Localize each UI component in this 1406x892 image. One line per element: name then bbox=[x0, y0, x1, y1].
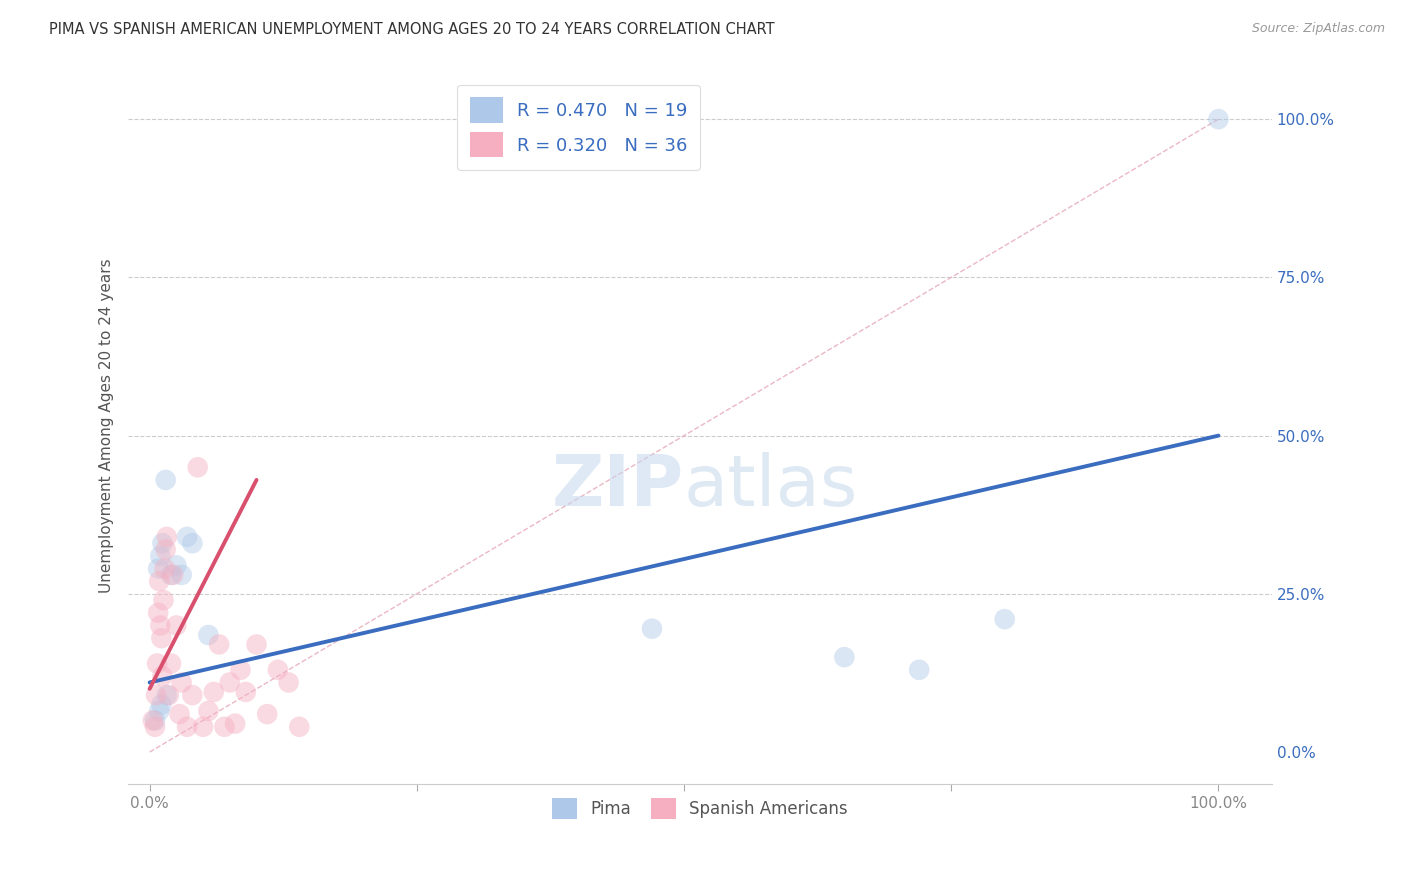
Point bbox=[170, 567, 193, 582]
Point bbox=[156, 530, 179, 544]
Point bbox=[148, 606, 170, 620]
Point bbox=[235, 685, 257, 699]
Point bbox=[143, 720, 166, 734]
Point bbox=[208, 638, 231, 652]
Point bbox=[181, 688, 204, 702]
Point bbox=[160, 567, 183, 582]
Text: atlas: atlas bbox=[685, 451, 859, 521]
Point bbox=[197, 704, 219, 718]
Point bbox=[152, 536, 174, 550]
Point bbox=[267, 663, 290, 677]
Point bbox=[155, 473, 177, 487]
Point bbox=[149, 618, 172, 632]
Point bbox=[145, 688, 167, 702]
Point bbox=[169, 707, 191, 722]
Point bbox=[165, 618, 187, 632]
Point bbox=[202, 685, 225, 699]
Point bbox=[834, 650, 856, 665]
Point bbox=[197, 628, 219, 642]
Point bbox=[150, 698, 173, 712]
Point bbox=[149, 549, 172, 563]
Point bbox=[229, 663, 252, 677]
Point bbox=[176, 530, 198, 544]
Point bbox=[994, 612, 1017, 626]
Point bbox=[150, 631, 173, 645]
Point bbox=[224, 716, 246, 731]
Point bbox=[908, 663, 931, 677]
Point bbox=[152, 593, 174, 607]
Text: PIMA VS SPANISH AMERICAN UNEMPLOYMENT AMONG AGES 20 TO 24 YEARS CORRELATION CHAR: PIMA VS SPANISH AMERICAN UNEMPLOYMENT AM… bbox=[49, 22, 775, 37]
Point bbox=[148, 574, 170, 589]
Point bbox=[143, 714, 166, 728]
Point bbox=[288, 720, 311, 734]
Text: ZIP: ZIP bbox=[551, 451, 685, 521]
Point bbox=[187, 460, 209, 475]
Point bbox=[277, 675, 299, 690]
Point bbox=[152, 669, 174, 683]
Point bbox=[157, 688, 180, 702]
Text: Source: ZipAtlas.com: Source: ZipAtlas.com bbox=[1251, 22, 1385, 36]
Point bbox=[148, 561, 170, 575]
Point bbox=[148, 704, 170, 718]
Point bbox=[153, 561, 176, 575]
Point bbox=[1208, 112, 1230, 127]
Point bbox=[160, 657, 183, 671]
Point bbox=[176, 720, 198, 734]
Point bbox=[191, 720, 214, 734]
Y-axis label: Unemployment Among Ages 20 to 24 years: Unemployment Among Ages 20 to 24 years bbox=[100, 259, 114, 593]
Point bbox=[155, 542, 177, 557]
Point bbox=[256, 707, 278, 722]
Point bbox=[170, 675, 193, 690]
Point bbox=[641, 622, 664, 636]
Point bbox=[245, 638, 267, 652]
Point bbox=[218, 675, 240, 690]
Point bbox=[214, 720, 236, 734]
Point bbox=[156, 688, 179, 702]
Legend: Pima, Spanish Americans: Pima, Spanish Americans bbox=[546, 792, 855, 825]
Point bbox=[165, 558, 187, 573]
Point bbox=[142, 714, 165, 728]
Point bbox=[181, 536, 204, 550]
Point bbox=[162, 567, 184, 582]
Point bbox=[146, 657, 169, 671]
